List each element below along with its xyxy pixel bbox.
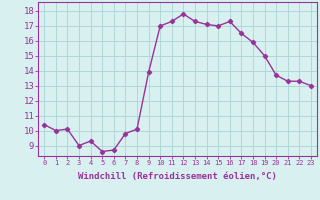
X-axis label: Windchill (Refroidissement éolien,°C): Windchill (Refroidissement éolien,°C) bbox=[78, 172, 277, 181]
